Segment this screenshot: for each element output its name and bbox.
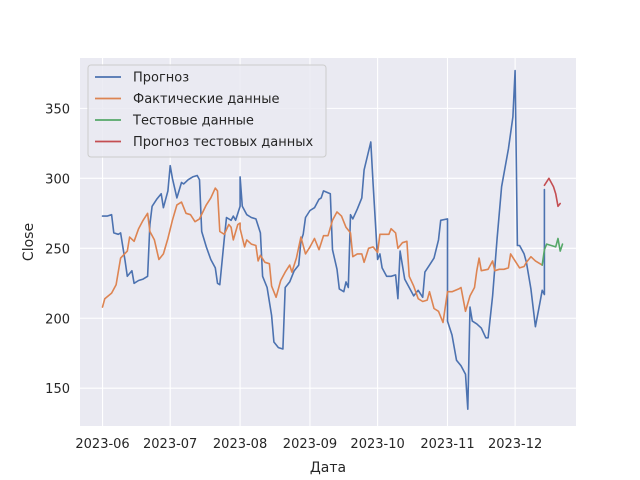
y-axis-label: Close [21, 223, 37, 261]
x-tick-label: 2023-09 [283, 437, 337, 452]
x-tick-label: 2023-08 [213, 437, 267, 452]
legend: Прогноз Фактические данные Тестовые данные… [87, 64, 327, 158]
x-tick-label: 2023-10 [350, 437, 404, 452]
x-tick-label: 2023-12 [488, 437, 542, 452]
series-line-1 [101, 187, 544, 324]
legend-label: Прогноз тестовых данных [133, 135, 314, 150]
x-axis-ticks: 2023-06 2023-07 2023-08 2023-09 2023-10 2023-… [75, 437, 542, 452]
x-axis-label: Дата [310, 460, 346, 476]
y-tick-label: 200 [45, 312, 70, 327]
legend-label: Тестовые данные [132, 114, 254, 129]
y-axis-ticks: 150 200 250 300 350 [45, 102, 70, 397]
x-tick-label: 2023-07 [143, 437, 197, 452]
series-line-0 [101, 69, 546, 411]
legend-box [87, 64, 327, 158]
series-line-3 [543, 177, 562, 208]
series-line-2 [541, 237, 564, 266]
y-tick-label: 250 [45, 242, 70, 257]
y-tick-label: 150 [45, 382, 70, 397]
y-tick-label: 300 [45, 172, 70, 187]
legend-label: Прогноз [133, 71, 189, 86]
series-layer [101, 69, 564, 411]
x-tick-label: 2023-06 [75, 437, 129, 452]
x-tick-label: 2023-11 [420, 437, 474, 452]
y-tick-label: 350 [45, 102, 70, 117]
legend-label: Фактические данные [133, 92, 280, 107]
